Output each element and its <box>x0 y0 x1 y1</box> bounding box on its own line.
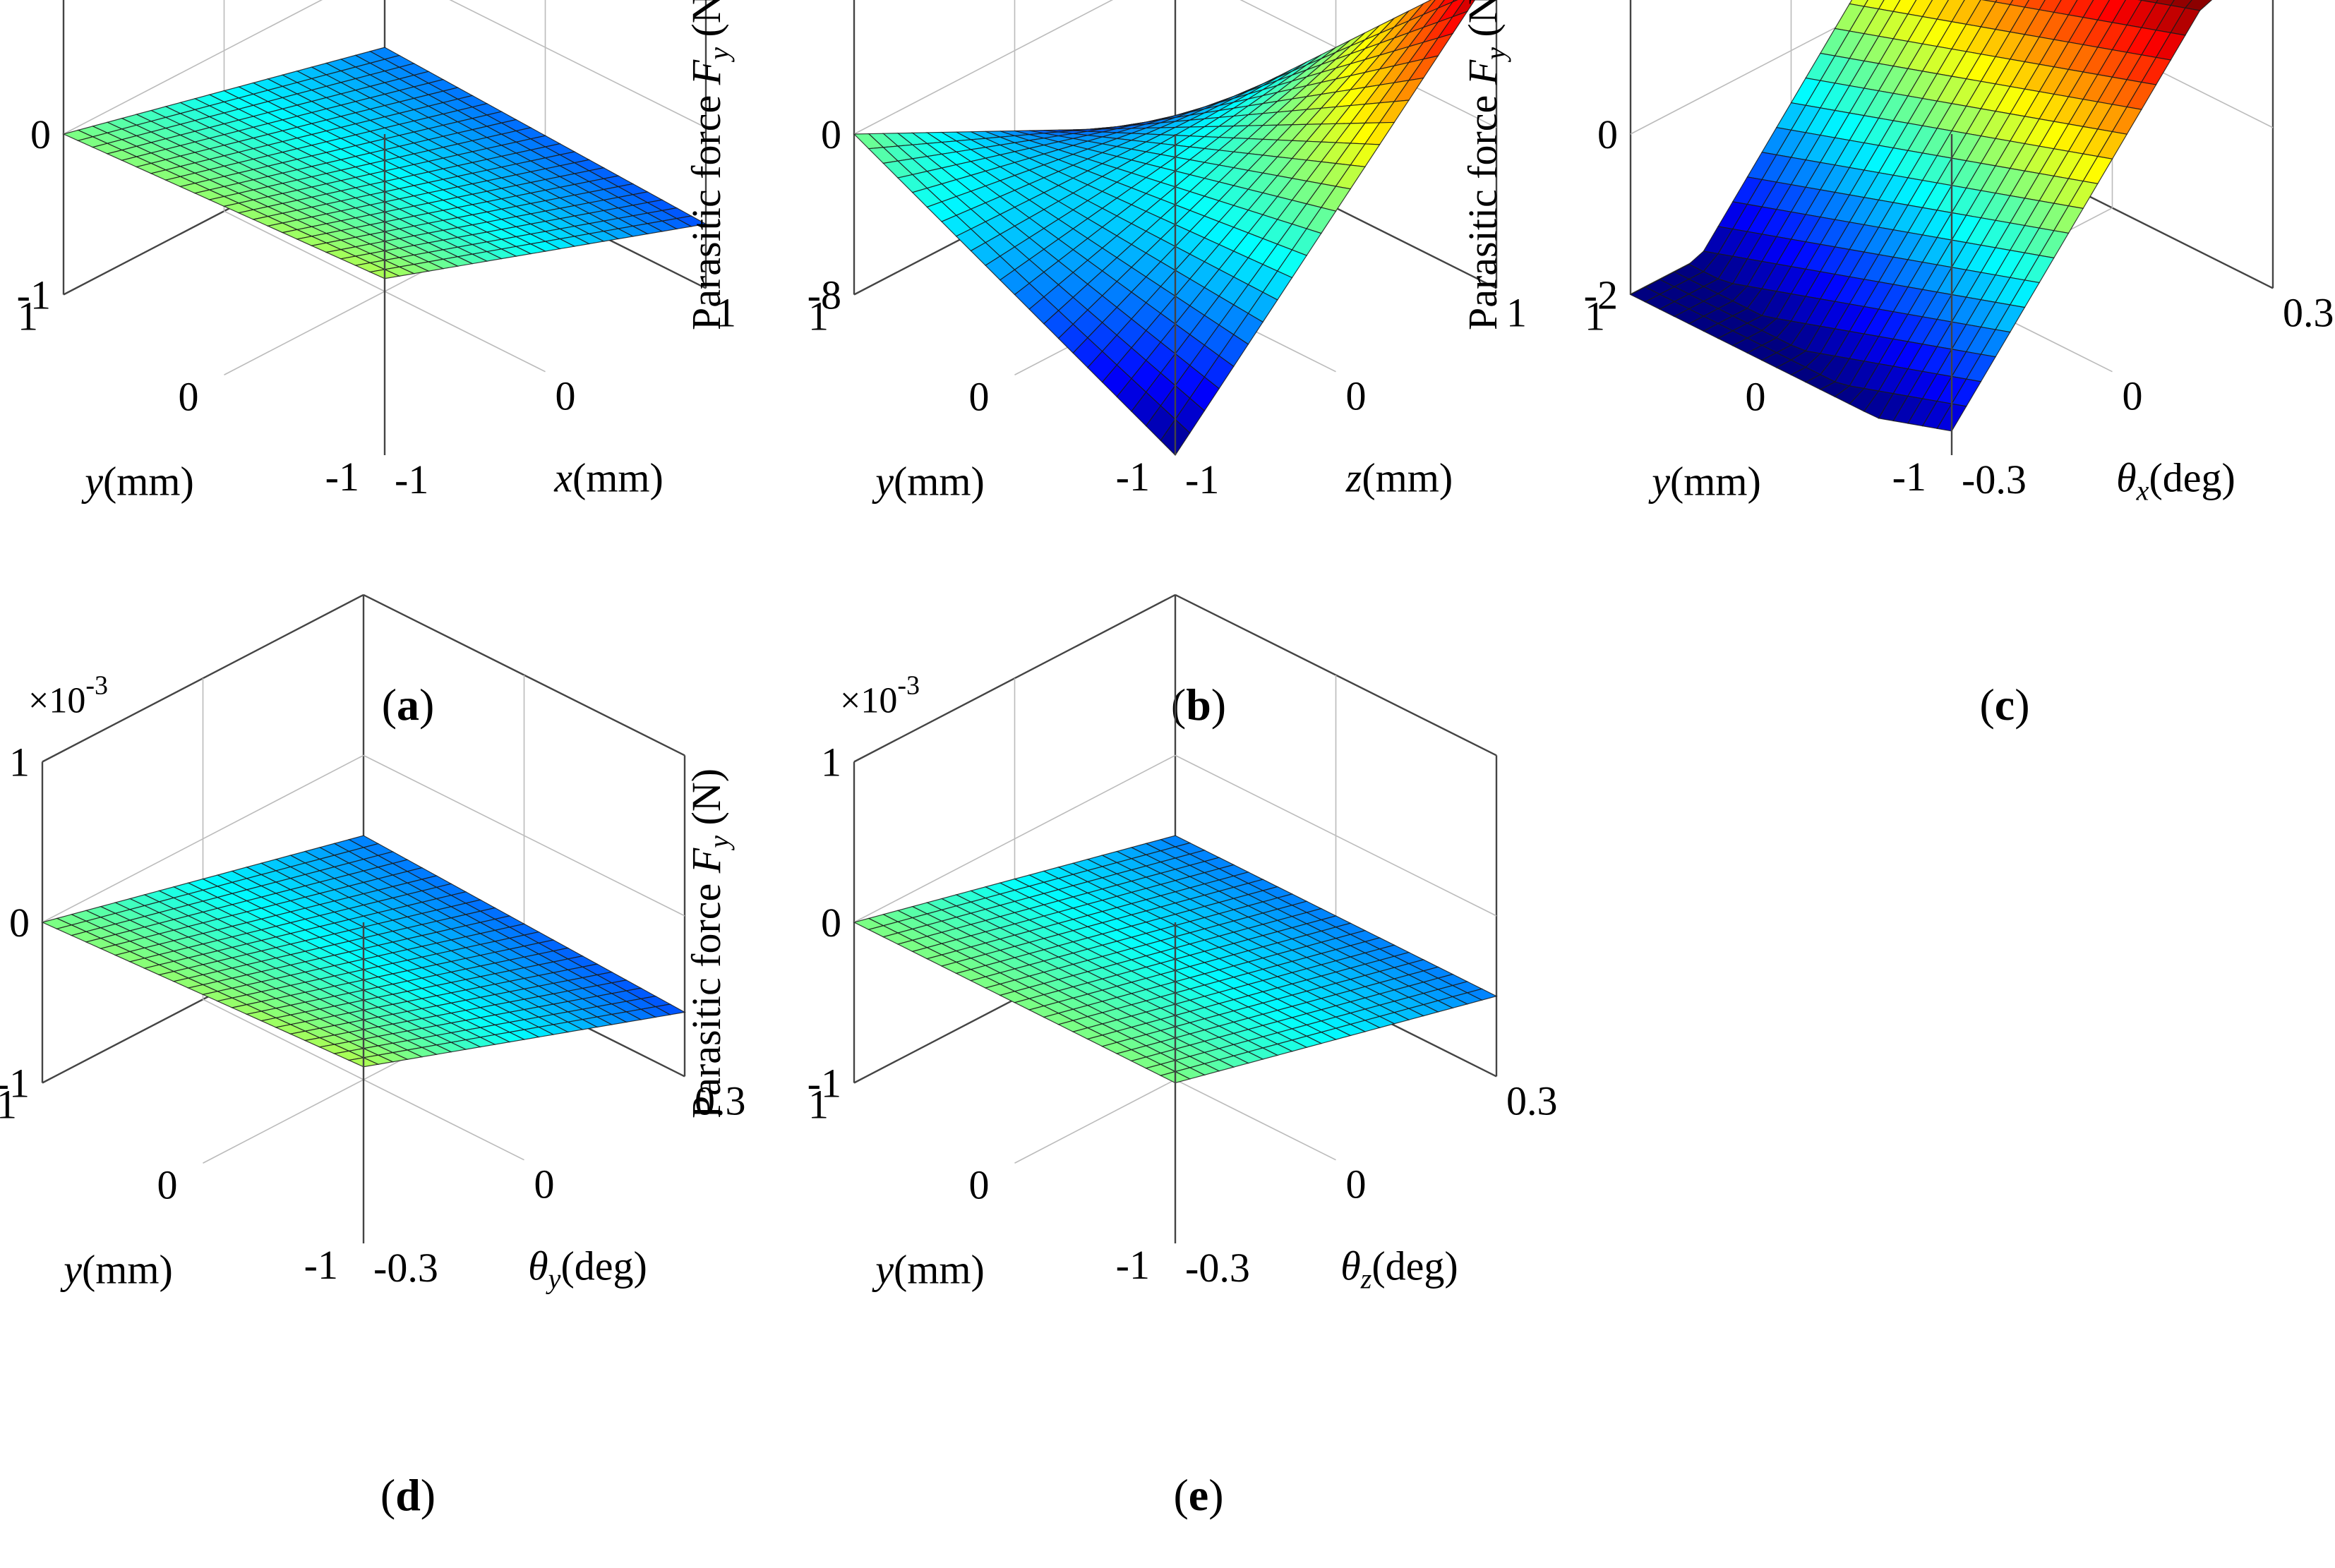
y-tick-label: 0 <box>534 1162 555 1207</box>
z-axis-label: Parasitic force Fy (N) <box>683 768 735 1118</box>
panel-caption: (e) <box>1173 1470 1223 1520</box>
grid-line <box>363 754 685 917</box>
x-tick-label: 1 <box>0 1082 17 1128</box>
surface-d <box>41 835 686 1068</box>
y-axis-label: θz(deg) <box>1340 1243 1458 1295</box>
x-axis-label: y(mm) <box>60 1246 173 1292</box>
x-tick-label: 0 <box>969 1162 990 1207</box>
y-tick-label: 0.3 <box>695 1078 746 1123</box>
z-tick-label: 0 <box>30 111 51 157</box>
z-axis-label: Parasitic force Fy (N) <box>1460 0 1511 330</box>
y-tick-label: 0 <box>2123 373 2143 419</box>
grid-line <box>1630 0 1890 135</box>
z-tick-label: -2 <box>1584 272 1618 318</box>
grid-line <box>63 0 323 135</box>
panel-d: 1 0 -1 ×10-3 1 0 -1 -0.3 0 0.3 y(mm) θy(deg) Parasit… <box>0 593 746 1520</box>
panel-caption: (d) <box>380 1470 436 1520</box>
x-axis-label: y(mm) <box>872 1246 985 1292</box>
y-tick-label: 0 <box>1346 1162 1367 1207</box>
z-tick-label: 0 <box>821 900 841 946</box>
grid-line <box>1175 754 1497 917</box>
x-axis-label: y(mm) <box>1648 458 1761 504</box>
x-tick-label: 0 <box>179 373 199 419</box>
x-tick-label: 1 <box>808 294 829 339</box>
y-tick-label: 0 <box>556 373 576 419</box>
y-axis-label: θx(deg) <box>2116 455 2235 507</box>
surface-e <box>853 835 1498 1084</box>
y-axis-label: x(mm) <box>553 455 664 501</box>
y-tick-label: -0.3 <box>1185 1245 1250 1291</box>
x-tick-label: 1 <box>18 294 38 339</box>
y-tick-label: -0.3 <box>373 1245 438 1291</box>
z-tick-label: 0 <box>1597 111 1618 157</box>
panel-caption: (b) <box>1171 680 1226 730</box>
x-tick-label: -1 <box>1116 1242 1150 1288</box>
panel-caption: (a) <box>382 680 435 730</box>
x-tick-label: -1 <box>304 1242 338 1288</box>
x-tick-label: 1 <box>1585 294 1605 339</box>
y-axis-label: z(mm) <box>1345 455 1453 501</box>
grid-line <box>42 754 364 923</box>
x-tick-label: -1 <box>325 454 359 500</box>
surface-c <box>1629 0 2213 432</box>
x-axis-label: y(mm) <box>81 458 194 504</box>
z-axis-label: Parasitic force Fy (N) <box>683 0 735 330</box>
panel-caption: (c) <box>1979 680 2029 730</box>
y-tick-label: 0.3 <box>1506 1078 1558 1123</box>
x-tick-label: -1 <box>1116 454 1150 500</box>
y-axis-label: θy(deg) <box>528 1243 647 1295</box>
z-tick-label: 0 <box>9 900 30 946</box>
y-tick-label: 1 <box>1506 289 1527 335</box>
z-tick-label: 0 <box>821 111 841 157</box>
panel-e: 1 0 -1 ×10-3 1 0 -1 -0.3 0 0.3 y(mm) θz(deg) Parasit… <box>683 593 1558 1520</box>
z-tick-label: 1 <box>821 740 841 785</box>
y-tick-label: -1 <box>395 457 428 502</box>
z-tick-label: -1 <box>0 1061 30 1106</box>
grid-line <box>853 754 1176 923</box>
y-tick-label: -0.3 <box>1962 457 2027 502</box>
surface-b <box>853 0 1476 456</box>
x-tick-label: 1 <box>808 1082 829 1128</box>
x-tick-label: -1 <box>1892 454 1926 500</box>
x-tick-label: 0 <box>157 1162 178 1207</box>
y-tick-label: -1 <box>1185 457 1219 502</box>
grid-line <box>853 0 1114 135</box>
z-tick-label: -1 <box>17 272 51 318</box>
z-tick-label: 1 <box>9 740 30 785</box>
y-tick-label: 0.3 <box>2283 289 2334 335</box>
grid-line <box>449 0 707 128</box>
x-tick-label: 0 <box>969 373 990 419</box>
panel-c: 20-2×10-210-1-0.300.3y(mm)θx(deg)Parasit… <box>1460 0 2334 730</box>
y-tick-label: 1 <box>716 289 736 335</box>
y-tick-label: 0 <box>1346 373 1367 419</box>
x-tick-label: 0 <box>1746 373 1766 419</box>
z-multiplier: ×10-3 <box>840 671 920 721</box>
z-tick-label: -8 <box>808 272 841 318</box>
x-axis-label: y(mm) <box>872 458 985 504</box>
z-multiplier: ×10-3 <box>28 671 108 721</box>
z-tick-label: -1 <box>808 1061 841 1106</box>
surface-a <box>62 47 707 279</box>
